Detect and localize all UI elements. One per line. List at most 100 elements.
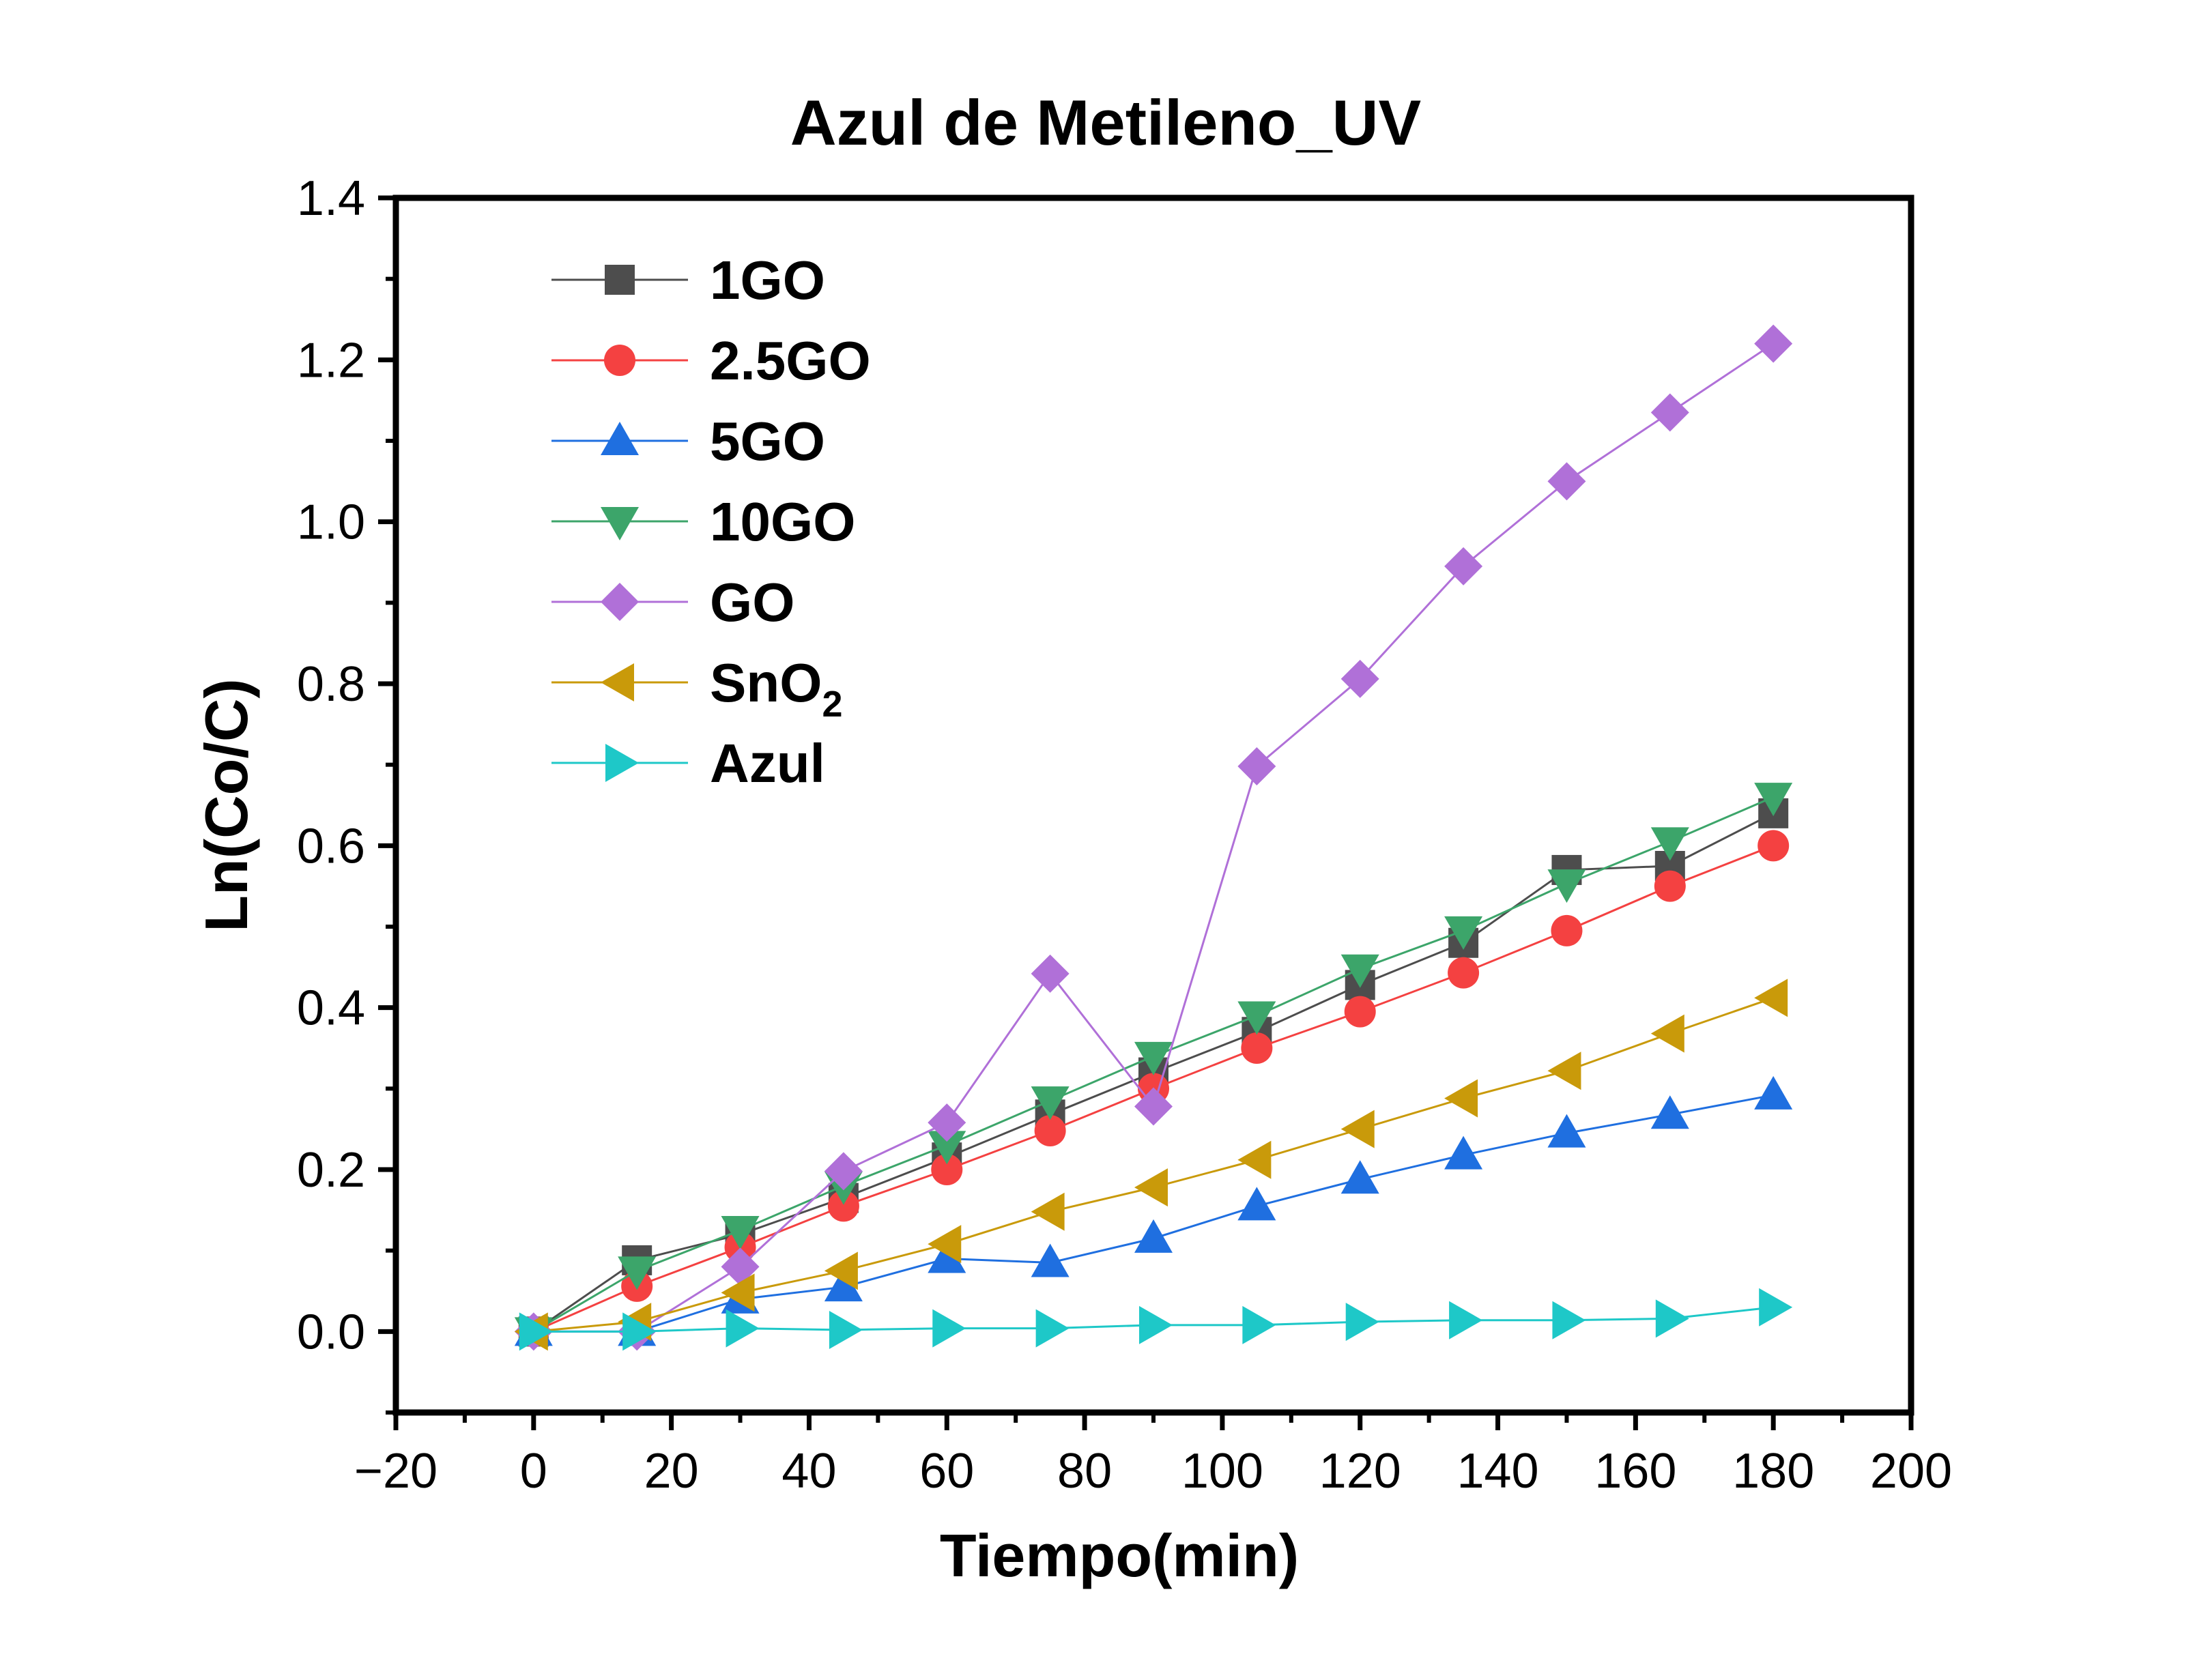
legend-label-subscript: 2 xyxy=(822,684,842,725)
series-azul xyxy=(519,1288,1793,1351)
x-tick-label: 0 xyxy=(520,1444,547,1498)
x-tick-label: 160 xyxy=(1594,1444,1676,1498)
series-sno2 xyxy=(514,979,1788,1351)
data-point xyxy=(726,1309,760,1348)
data-point xyxy=(1650,827,1689,861)
x-tick-label: 20 xyxy=(644,1444,699,1498)
data-point xyxy=(1340,1110,1375,1148)
y-tick-label: 0.0 xyxy=(297,1305,365,1359)
data-point xyxy=(1547,1052,1581,1090)
x-tick-label: 100 xyxy=(1181,1444,1263,1498)
legend-label: SnO2 xyxy=(710,652,843,725)
data-point xyxy=(1340,954,1379,988)
legend-marker xyxy=(601,507,639,540)
data-point xyxy=(928,1103,966,1142)
axis-ticks: −20 0 20 40 60 80 100 120 140 160 180 200 0.0 0.2 0.4 0… xyxy=(297,171,1952,1498)
legend: 1GO 2.5GO 5GO 10GO GO SnO2 Azul xyxy=(551,250,871,794)
data-point xyxy=(721,1273,755,1312)
data-point xyxy=(824,1251,858,1290)
data-point xyxy=(928,1131,966,1165)
data-point xyxy=(1444,1079,1478,1118)
legend-label-main: 2.5GO xyxy=(710,330,871,391)
legend-item: 10GO xyxy=(551,491,855,552)
legend-label: Azul xyxy=(710,733,825,794)
data-point xyxy=(932,1309,966,1348)
data-point xyxy=(1444,916,1483,950)
legend-marker xyxy=(605,265,635,295)
x-axis-title: Tiempo(min) xyxy=(940,1522,1299,1589)
data-point xyxy=(1650,1014,1684,1053)
data-point xyxy=(824,1268,863,1302)
data-point xyxy=(519,1312,553,1351)
legend-label-main: 5GO xyxy=(710,411,825,472)
data-point xyxy=(1134,1219,1173,1253)
x-tick-label: 120 xyxy=(1319,1444,1401,1498)
legend-item: 2.5GO xyxy=(551,330,871,391)
data-point xyxy=(1139,1305,1173,1344)
legend-label: 2.5GO xyxy=(710,330,871,391)
legend-marker xyxy=(604,345,635,376)
data-point xyxy=(1340,659,1379,698)
x-tick-label: 180 xyxy=(1732,1444,1814,1498)
x-tick-label: 40 xyxy=(781,1444,836,1498)
y-tick-label: 0.2 xyxy=(297,1143,365,1198)
y-tick-label: 0.4 xyxy=(297,981,365,1036)
data-point xyxy=(1654,870,1686,902)
legend-label: GO xyxy=(710,572,794,633)
legend-marker xyxy=(601,583,639,621)
data-point xyxy=(1754,1075,1793,1110)
legend-item: GO xyxy=(551,572,794,633)
x-tick-label: 80 xyxy=(1057,1444,1112,1498)
data-point xyxy=(824,1152,863,1191)
data-point xyxy=(622,1312,657,1351)
data-point xyxy=(1242,1305,1276,1344)
legend-label-main: Azul xyxy=(710,733,825,794)
data-point xyxy=(827,1190,859,1222)
data-point xyxy=(1448,957,1480,989)
y-tick-label: 1.2 xyxy=(297,333,365,388)
legend-marker xyxy=(601,663,634,701)
data-point xyxy=(618,1256,657,1290)
legend-label: 5GO xyxy=(710,411,825,472)
data-point xyxy=(1237,1001,1276,1035)
y-tick-label: 1.4 xyxy=(297,171,365,226)
data-point xyxy=(1547,869,1586,903)
data-point xyxy=(1134,1041,1173,1075)
y-tick-label: 1.0 xyxy=(297,495,365,550)
legend-item: 5GO xyxy=(551,411,825,472)
data-point xyxy=(1754,783,1793,817)
data-point xyxy=(1650,1095,1689,1129)
legend-marker xyxy=(605,744,639,782)
data-point xyxy=(1449,1301,1483,1339)
data-point xyxy=(1759,1288,1793,1327)
x-tick-label: 140 xyxy=(1457,1444,1538,1498)
data-point xyxy=(1444,1135,1483,1170)
data-point xyxy=(1754,979,1788,1017)
data-point xyxy=(1031,1086,1070,1120)
series-layer xyxy=(514,324,1793,1351)
data-point xyxy=(928,1225,962,1264)
legend-marker xyxy=(601,422,639,455)
data-point xyxy=(1034,1115,1066,1147)
legend-item: SnO2 xyxy=(551,652,843,725)
data-point xyxy=(1758,830,1790,862)
data-point xyxy=(1547,462,1586,501)
data-point xyxy=(1031,1192,1065,1231)
data-point xyxy=(931,1154,963,1185)
data-point xyxy=(928,1239,966,1273)
y-axis-title: Ln(Co/C) xyxy=(192,678,260,931)
chart-title: Azul de Metileno_UV xyxy=(790,87,1422,158)
legend-label: 10GO xyxy=(710,491,855,552)
data-point xyxy=(1650,393,1689,432)
data-point xyxy=(1444,547,1483,585)
x-tick-label: 60 xyxy=(919,1444,974,1498)
legend-label-main: 1GO xyxy=(710,250,825,310)
legend-item: 1GO xyxy=(551,250,825,310)
legend-label-main: 10GO xyxy=(710,491,855,552)
y-tick-label: 0.6 xyxy=(297,819,365,873)
data-point xyxy=(721,1216,760,1249)
data-point xyxy=(1551,914,1583,946)
x-tick-label: −20 xyxy=(354,1444,437,1498)
x-tick-label: 200 xyxy=(1870,1444,1952,1498)
